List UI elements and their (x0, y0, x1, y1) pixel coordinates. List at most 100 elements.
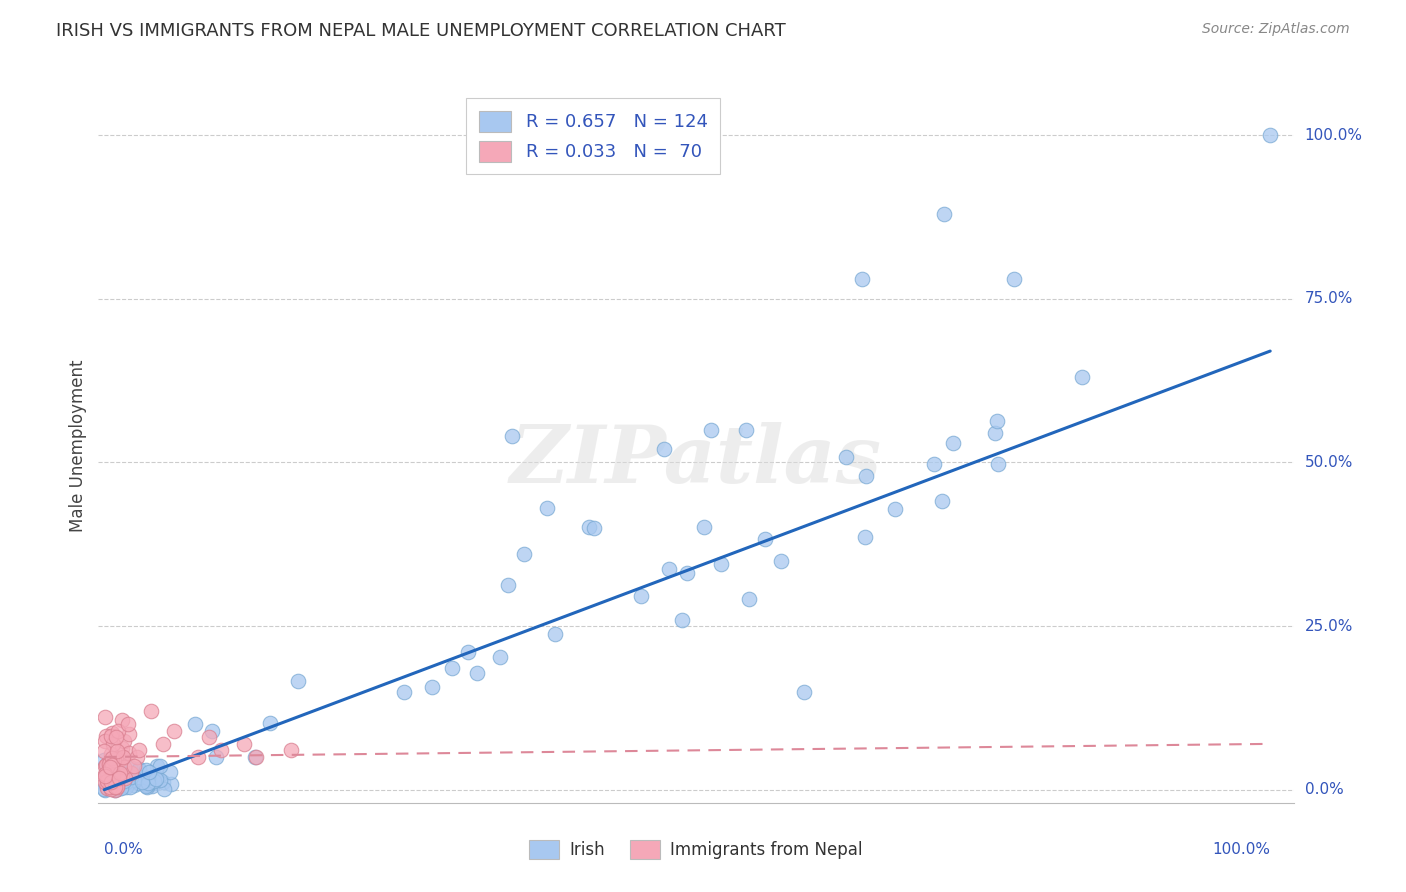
Point (118, 746, 141, 760)
Point (104, 768, 127, 782)
Point (108, 778, 131, 792)
Point (710, 557, 733, 571)
Point (103, 773, 125, 788)
Point (93, 709, 115, 723)
Point (441, 661, 464, 675)
Point (96, 780, 118, 794)
Point (100, 776, 122, 790)
Point (118, 774, 141, 789)
Point (1002, 272, 1025, 286)
Point (111, 772, 134, 786)
Point (201, 724, 224, 739)
Point (287, 673, 309, 688)
Point (513, 547, 536, 561)
Point (152, 737, 174, 751)
Point (104, 751, 127, 765)
Point (855, 469, 877, 483)
Point (101, 759, 124, 773)
Point (98, 778, 121, 792)
Point (112, 760, 135, 774)
Point (110, 764, 132, 778)
Point (658, 562, 681, 576)
Point (145, 772, 167, 786)
Point (98, 780, 121, 794)
Point (118, 727, 141, 741)
Point (457, 645, 479, 659)
Point (120, 766, 142, 780)
Point (135, 778, 157, 792)
Point (98, 769, 121, 783)
Point (135, 763, 157, 777)
Point (111, 769, 134, 783)
Point (110, 752, 132, 766)
Point (101, 768, 124, 782)
Point (100, 768, 122, 782)
Point (142, 773, 165, 788)
Point (96, 773, 118, 788)
Point (117, 717, 139, 731)
Point (184, 717, 207, 731)
Point (922, 457, 945, 471)
Point (94, 766, 117, 780)
Point (128, 776, 150, 790)
Point (630, 589, 652, 603)
Point (103, 776, 125, 790)
Point (544, 626, 567, 640)
Point (1070, 370, 1092, 384)
Point (93, 753, 115, 767)
Point (115, 778, 138, 792)
Point (104, 780, 127, 794)
Point (98, 771, 121, 785)
Point (110, 780, 132, 795)
Point (145, 772, 167, 786)
Point (488, 649, 510, 664)
Text: 75.0%: 75.0% (1305, 291, 1353, 306)
Point (107, 766, 129, 780)
Point (105, 779, 128, 793)
Point (108, 780, 131, 795)
Point (104, 769, 127, 783)
Point (93, 744, 115, 758)
Point (93, 782, 115, 797)
Point (96, 758, 118, 772)
Point (145, 770, 167, 784)
Point (101, 764, 124, 778)
Point (984, 425, 1007, 440)
Point (153, 781, 176, 796)
Point (146, 758, 169, 772)
Point (101, 767, 124, 781)
Point (465, 666, 488, 681)
Point (987, 457, 1010, 471)
Point (163, 723, 186, 738)
Point (122, 778, 145, 792)
Point (98, 778, 121, 792)
Point (100, 776, 122, 790)
Point (111, 741, 134, 756)
Text: 25.0%: 25.0% (1305, 618, 1353, 633)
Point (734, 423, 756, 437)
Point (94, 729, 117, 743)
Point (103, 782, 125, 797)
Point (98, 753, 121, 767)
Point (501, 429, 523, 443)
Text: 100.0%: 100.0% (1305, 128, 1362, 143)
Point (392, 684, 415, 698)
Point (96, 779, 118, 793)
Point (101, 758, 124, 772)
Point (259, 715, 281, 730)
Point (105, 781, 128, 796)
Point (932, 206, 955, 220)
Point (851, 272, 873, 286)
Point (104, 782, 127, 797)
Point (107, 751, 129, 765)
Point (104, 781, 127, 796)
Point (769, 553, 792, 567)
Point (124, 772, 146, 786)
Point (105, 744, 128, 758)
Point (104, 731, 127, 745)
Point (280, 743, 302, 757)
Point (114, 772, 136, 786)
Point (96, 780, 118, 795)
Point (93, 768, 115, 782)
Point (138, 777, 160, 791)
